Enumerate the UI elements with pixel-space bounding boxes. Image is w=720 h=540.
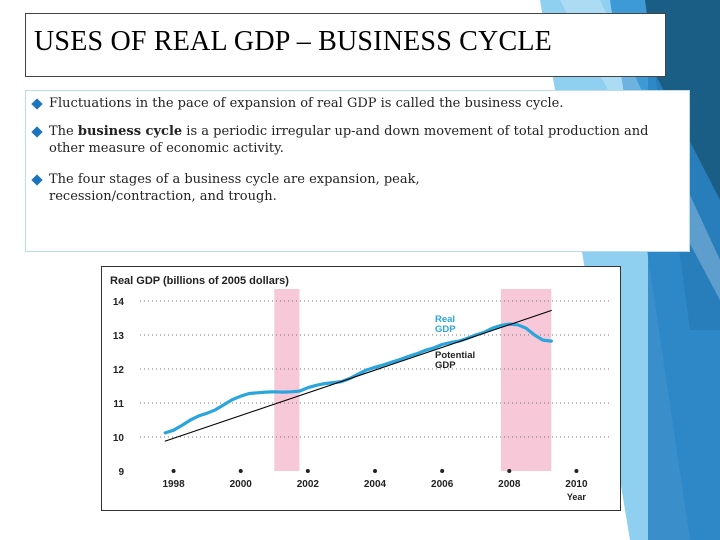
x-tick-label: 2010 — [565, 479, 588, 490]
x-axis-label: Year — [567, 492, 587, 502]
real-gdp-line — [163, 322, 553, 435]
x-tick-label: 2004 — [364, 479, 387, 490]
x-tick-dot — [440, 469, 445, 473]
real-gdp-label: Real — [435, 314, 455, 325]
potential-gdp-label: Potential — [435, 350, 475, 361]
x-tick-dot — [238, 469, 243, 473]
x-tick-dot — [305, 469, 310, 473]
bullet-item-2: The business cycle is a periodic irregul… — [31, 123, 685, 157]
x-tick-dot — [373, 469, 377, 473]
y-tick-label: 12 — [113, 365, 125, 376]
x-tick-label: 2000 — [230, 479, 253, 490]
recession-band — [274, 289, 300, 471]
bullet-list: Fluctuations in the pace of expansion of… — [31, 95, 685, 219]
x-tick-label: 2006 — [431, 479, 454, 490]
x-tick-label: 2008 — [498, 479, 521, 490]
diamond-bullet-icon — [31, 126, 43, 138]
y-tick-label: 9 — [118, 467, 124, 478]
x-tick-dot — [574, 469, 579, 473]
slide-title: USES OF REAL GDP – BUSINESS CYCLE — [34, 26, 552, 57]
bullet-text-part: is a periodic irregular up-and down move… — [49, 124, 649, 156]
bullet-text-bold: business cycle — [77, 124, 183, 139]
x-tick-label: 1998 — [162, 479, 185, 490]
y-tick-label: 10 — [113, 433, 125, 444]
gdp-chart-frame: Real GDP (billions of 2005 dollars) 9 10 11… — [101, 266, 621, 511]
potential-gdp-label: GDP — [435, 360, 456, 371]
bullet-text-part: The — [49, 124, 78, 139]
gdp-chart: Real GDP (billions of 2005 dollars) 9 10 11… — [110, 275, 610, 502]
x-tick-dot — [507, 469, 512, 473]
diamond-bullet-icon — [31, 98, 43, 110]
bullet-item-3: The four stages of a business cycle are … — [31, 171, 449, 205]
y-tick-label: 11 — [113, 399, 124, 410]
chart-title: Real GDP (billions of 2005 dollars) — [110, 275, 289, 287]
diamond-bullet-icon — [31, 174, 43, 186]
y-tick-label: 13 — [113, 331, 125, 342]
potential-gdp-line — [164, 309, 552, 442]
title-box: USES OF REAL GDP – BUSINESS CYCLE — [25, 13, 666, 77]
bullet-item-1: Fluctuations in the pace of expansion of… — [31, 95, 685, 112]
bullet-text: The four stages of a business cycle are … — [49, 172, 420, 204]
x-tick-label: 2002 — [297, 479, 320, 490]
real-gdp-label: GDP — [435, 324, 456, 335]
x-tick-dot — [171, 469, 176, 473]
bullet-text: Fluctuations in the pace of expansion of… — [49, 96, 564, 111]
content-box: Fluctuations in the pace of expansion of… — [25, 90, 690, 252]
recession-band — [500, 289, 552, 471]
y-tick-label: 14 — [113, 297, 125, 308]
